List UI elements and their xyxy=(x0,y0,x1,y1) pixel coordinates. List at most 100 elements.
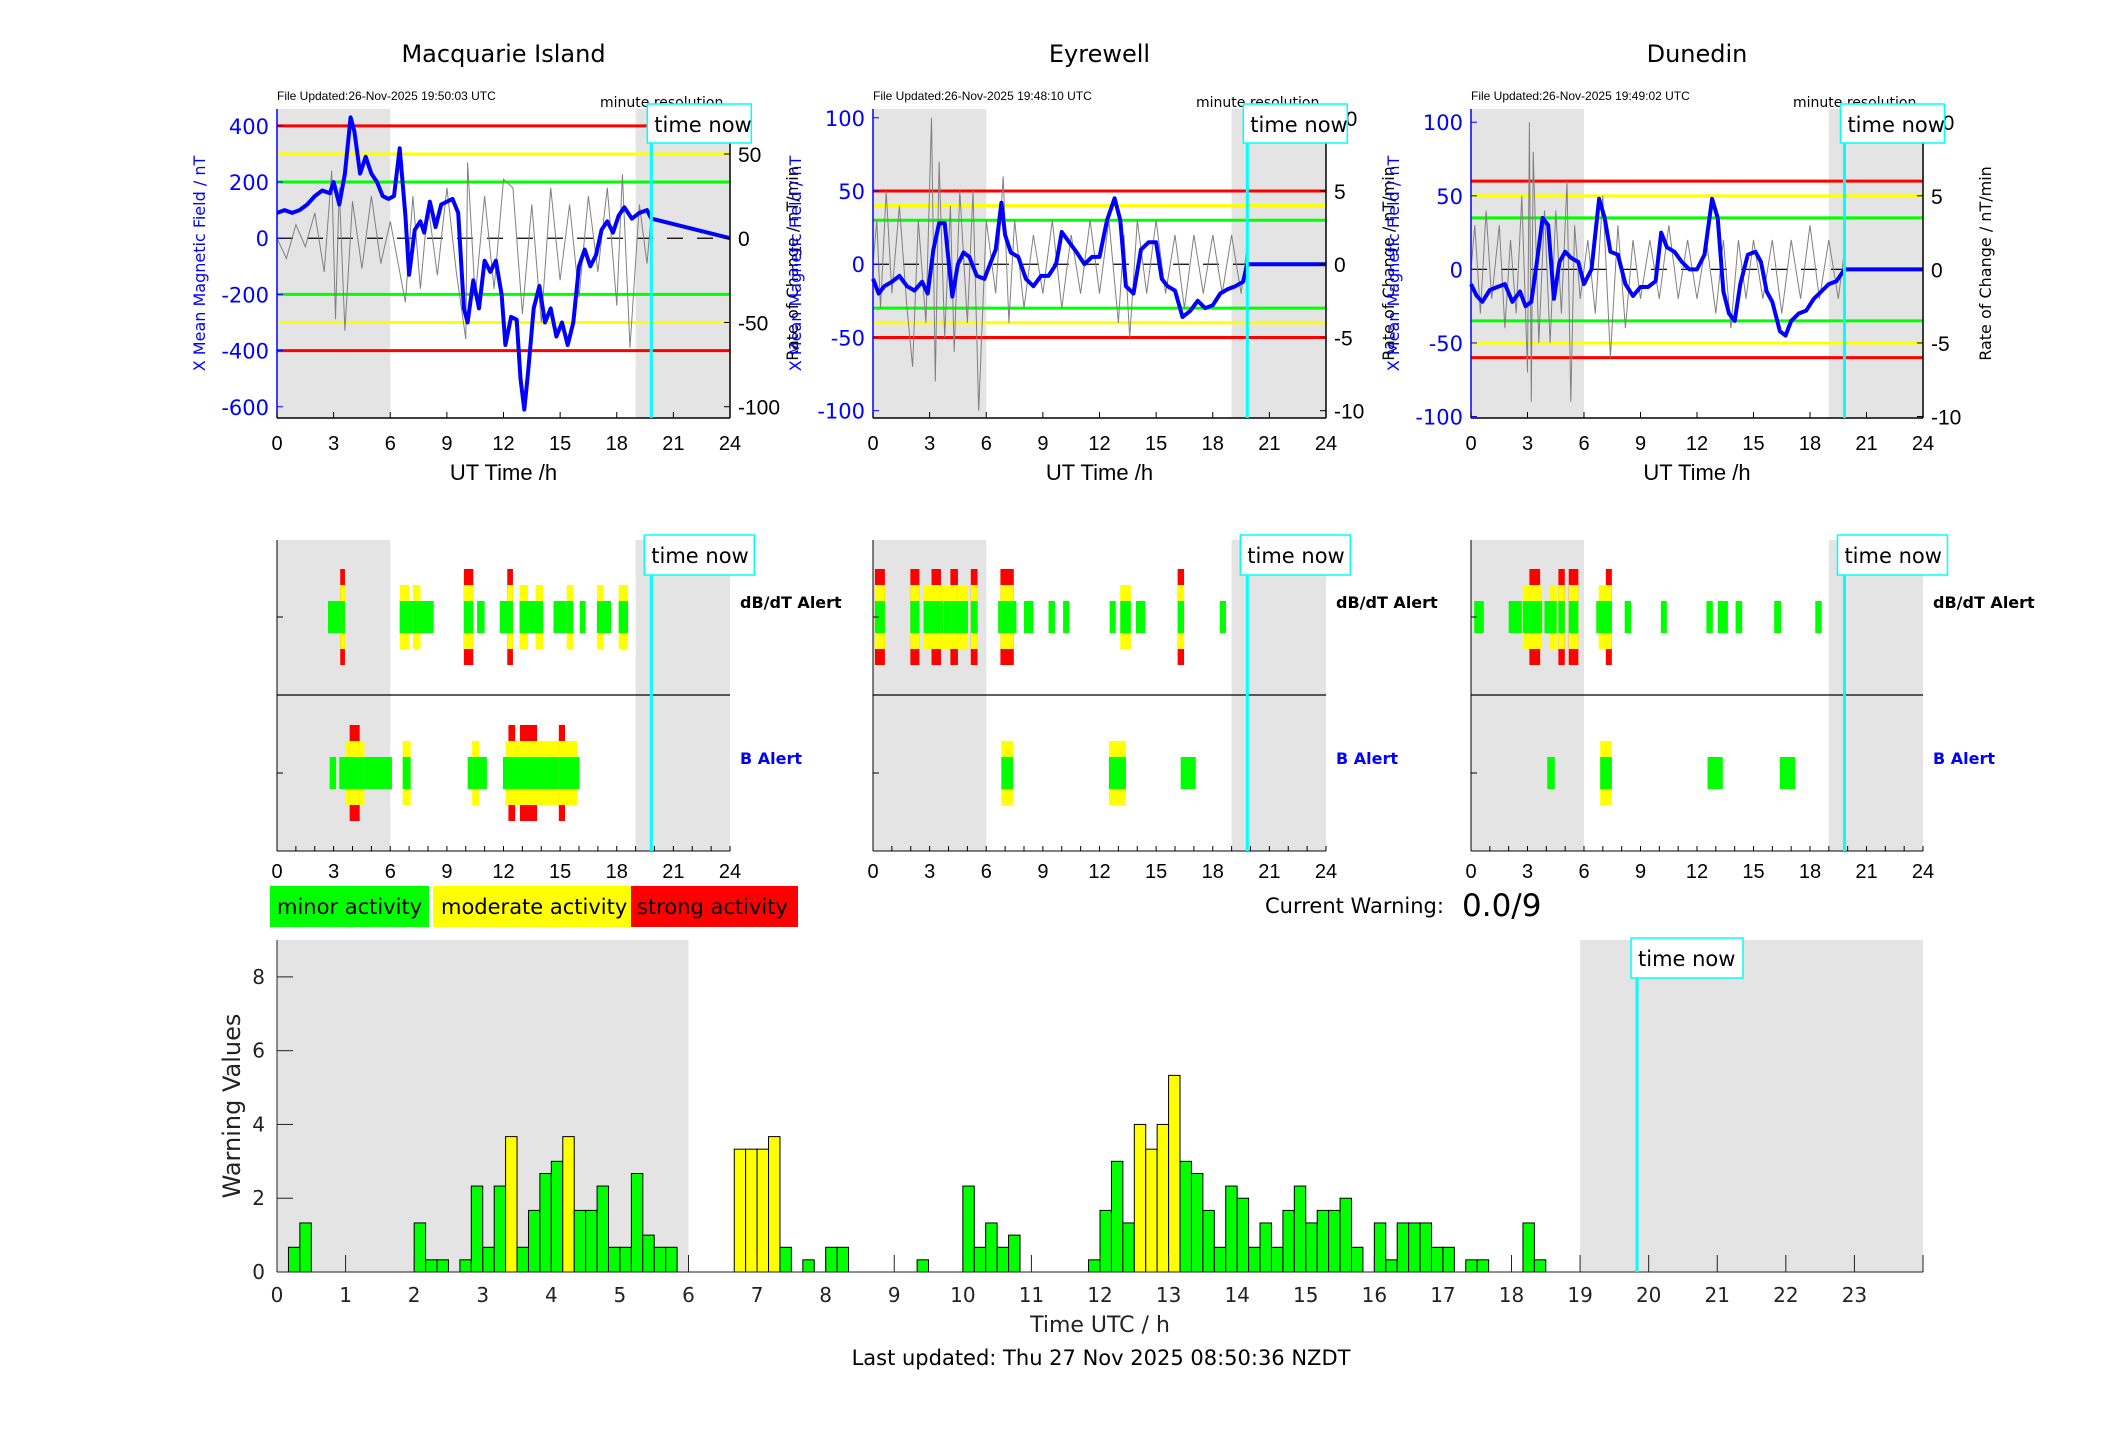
bar-x-tick-label: 3 xyxy=(476,1283,489,1307)
legend-label-moderate: moderate activity xyxy=(441,895,627,919)
warning-bar xyxy=(653,1246,667,1273)
dbdt-alert-bar xyxy=(950,601,958,633)
warning-bar xyxy=(1396,1222,1410,1273)
left-y-tick-label: 50 xyxy=(838,180,865,204)
bar-x-tick-label: 2 xyxy=(408,1283,421,1307)
alert-x-tick-label: 21 xyxy=(1258,861,1280,883)
warning-bar xyxy=(642,1234,655,1273)
bar-x-tick-label: 17 xyxy=(1430,1283,1455,1307)
warning-bar xyxy=(459,1259,472,1273)
warning-bar xyxy=(413,1222,427,1273)
x-tick-label: 12 xyxy=(1088,433,1110,455)
dbdt-alert-bar xyxy=(923,601,932,633)
warning-bar xyxy=(802,1259,815,1273)
warning-bar xyxy=(1248,1246,1261,1273)
time-now-label: time now xyxy=(1847,113,1944,137)
bar-x-tick-label: 11 xyxy=(1019,1283,1044,1307)
dbdt-alert-bar xyxy=(1109,601,1116,633)
warning-bar xyxy=(470,1185,484,1273)
bar-x-tick-label: 14 xyxy=(1224,1283,1249,1307)
legend-swatch-minor xyxy=(270,886,429,927)
warning-bar xyxy=(1099,1209,1112,1273)
warning-bar xyxy=(1202,1209,1215,1273)
alert-x-tick-label: 15 xyxy=(549,861,571,883)
warning-bar xyxy=(1213,1246,1227,1273)
right-y-tick-label: 5 xyxy=(1931,186,1943,209)
x-tick-label: 6 xyxy=(981,433,992,455)
x-tick-label: 24 xyxy=(719,433,741,455)
warning-bar xyxy=(505,1136,518,1273)
warning-bar xyxy=(1533,1259,1547,1273)
bar-x-tick-label: 10 xyxy=(950,1283,975,1307)
bar-x-tick-label: 19 xyxy=(1567,1283,1592,1307)
warning-bar xyxy=(973,1246,987,1273)
mean-field-line xyxy=(276,115,731,412)
warning-bar xyxy=(745,1148,758,1273)
warning-bar xyxy=(836,1246,850,1273)
b-alert-bar xyxy=(508,757,516,789)
alert-x-tick-label: 3 xyxy=(924,861,935,883)
bar-x-tick-label: 6 xyxy=(682,1283,695,1307)
warning-bar xyxy=(562,1136,575,1273)
b-alert-bar xyxy=(558,757,566,789)
warning-bar xyxy=(1476,1259,1490,1273)
time-now-label: time now xyxy=(1250,113,1347,137)
dbdt-alert-bar xyxy=(618,601,629,633)
alert-x-tick-label: 9 xyxy=(1635,861,1646,883)
warning-bar xyxy=(425,1259,438,1273)
dbdt-alert-bar xyxy=(1120,601,1131,633)
right-y-tick-label: 0 xyxy=(1334,254,1346,277)
dbdt-alert-bar xyxy=(1717,601,1728,633)
bar-x-tick-label: 13 xyxy=(1156,1283,1181,1307)
x-tick-label: 12 xyxy=(492,433,514,455)
warning-bar xyxy=(493,1185,507,1273)
x-tick-label: 9 xyxy=(441,433,452,455)
alert-x-tick-label: 9 xyxy=(1037,861,1048,883)
alert-x-tick-label: 6 xyxy=(981,861,992,883)
dbdt-alert-bar xyxy=(1522,601,1530,633)
bar-x-tick-label: 20 xyxy=(1636,1283,1661,1307)
alert-x-tick-label: 21 xyxy=(1855,861,1877,883)
warning-bar xyxy=(779,1246,792,1273)
x-tick-label: 18 xyxy=(1202,433,1224,455)
current-warning: Current Warning: 0.0/9 xyxy=(1265,888,1541,924)
dbdt-alert-bar xyxy=(535,601,544,633)
right-y-tick-label: -50 xyxy=(738,312,768,335)
b-alert-bar xyxy=(339,757,346,789)
right-y-tick-label: -5 xyxy=(1931,333,1950,356)
dbdt-alert-bar xyxy=(519,601,529,633)
bar-y-tick-label: 4 xyxy=(252,1112,265,1136)
left-y-tick-label: 100 xyxy=(825,107,865,131)
alert-x-tick-label: 12 xyxy=(492,861,514,883)
time-now-label: time now xyxy=(654,113,751,137)
warning-bar xyxy=(1373,1222,1387,1273)
b-alert-bar xyxy=(1707,757,1723,789)
legend-label-minor: minor activity xyxy=(277,895,422,919)
current-warning-value: 0.0/9 xyxy=(1462,888,1541,924)
warning-bar xyxy=(550,1160,564,1273)
dbdt-alert-bar xyxy=(507,601,513,633)
rate-of-change-line xyxy=(276,162,652,348)
dbdt-alert-bar xyxy=(1219,601,1226,633)
dbdt-alert-bar xyxy=(420,601,434,633)
station-alert-panels: 0 3 6 9 12 15 18 21 24 dB/dT Alert B Alert time now… xyxy=(271,534,2035,883)
last-updated: Last updated: Thu 27 Nov 2025 08:50:36 N… xyxy=(852,1346,1351,1370)
warning-bar xyxy=(1442,1246,1455,1273)
alert-x-tick-label: 0 xyxy=(867,861,878,883)
warning-bar xyxy=(1088,1259,1101,1273)
left-y-tick-label: -100 xyxy=(1415,406,1463,430)
warning-bar xyxy=(619,1246,632,1273)
warning-bar xyxy=(1156,1123,1170,1273)
warning-bar xyxy=(996,1246,1010,1273)
dbdt-alert-bar xyxy=(1508,601,1522,633)
right-y-axis-label: Rate of Change / nT/min xyxy=(1976,166,1995,361)
x-axis-label: UT Time /h xyxy=(1046,460,1153,485)
left-y-tick-label: 100 xyxy=(1423,111,1463,135)
bar-y-tick-label: 2 xyxy=(252,1186,265,1210)
x-tick-label: 9 xyxy=(1635,433,1646,455)
legend-swatch-strong xyxy=(631,886,798,927)
panel-title: Dunedin xyxy=(1647,40,1748,68)
x-tick-label: 21 xyxy=(1855,433,1877,455)
dbdt-alert-bar xyxy=(477,601,485,633)
dbdt-alert-bar xyxy=(1024,601,1034,633)
